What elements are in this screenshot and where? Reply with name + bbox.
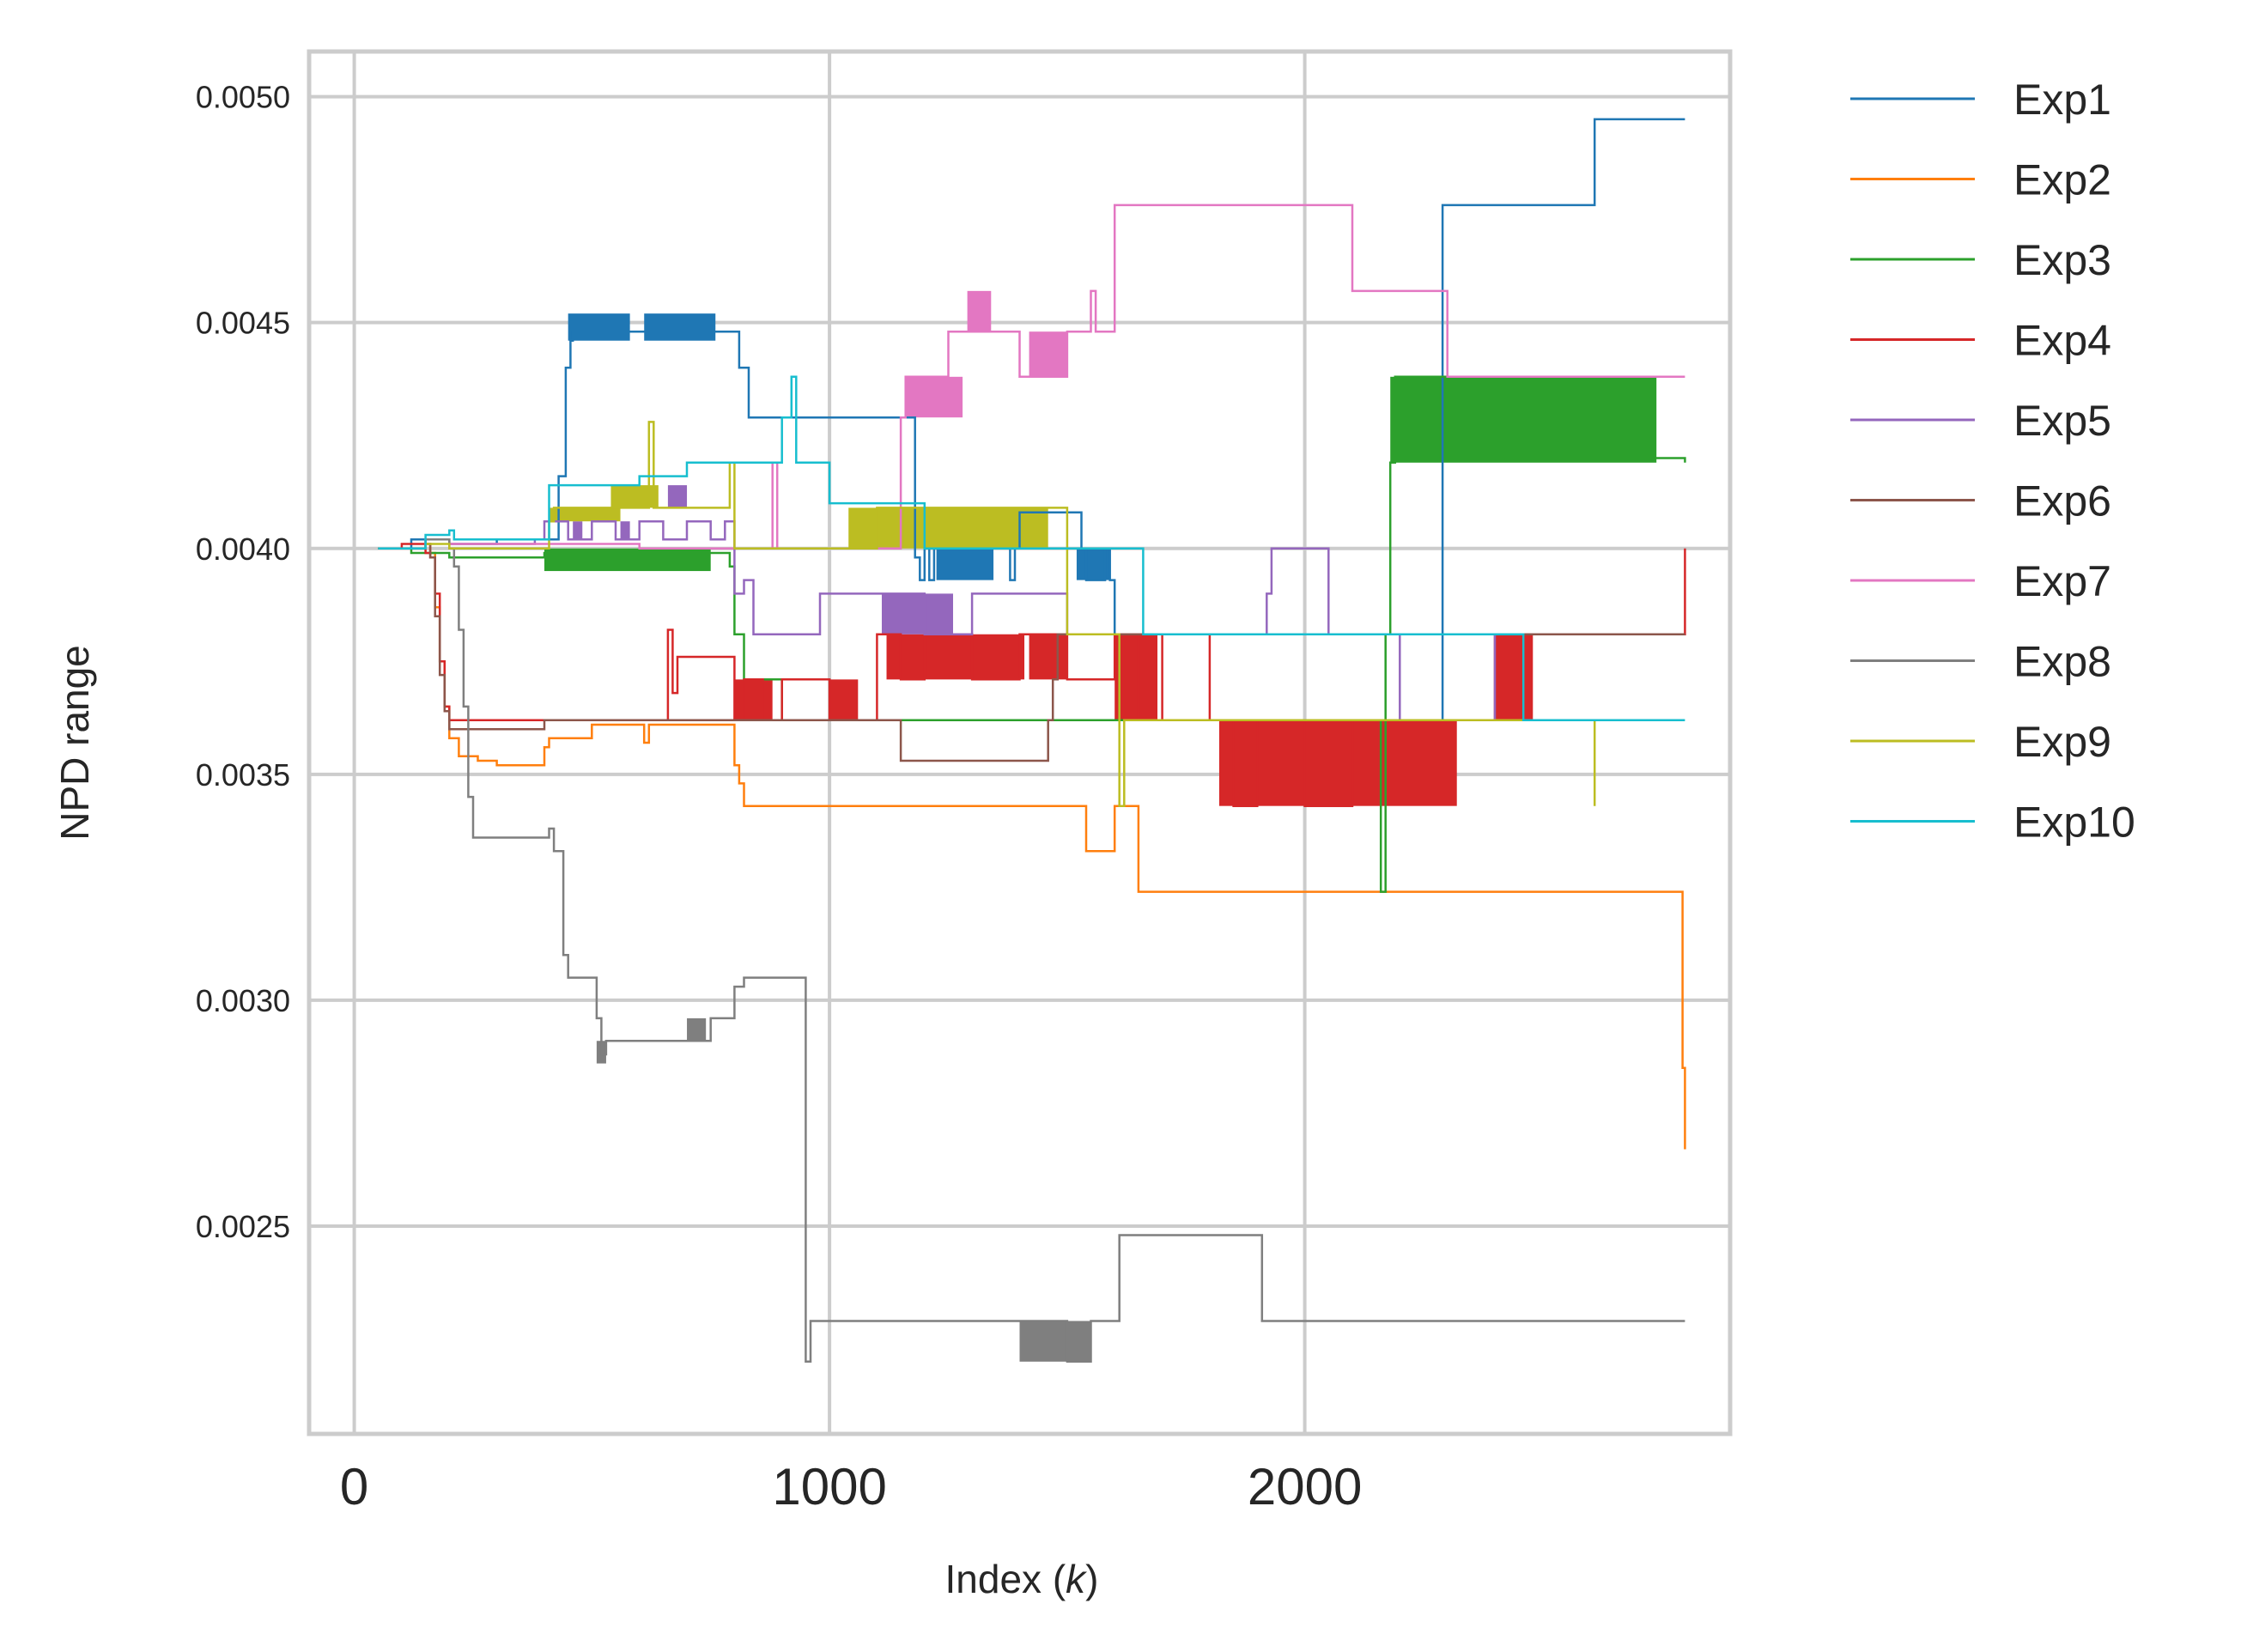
band-exp3-6 — [1390, 376, 1657, 463]
band-exp7-18 — [905, 376, 963, 418]
y-tick-label-3: 0.0040 — [196, 531, 290, 567]
band-exp9-26 — [848, 507, 1048, 549]
legend-label-exp1: Exp1 — [2013, 76, 2111, 124]
band-exp4-12 — [1218, 720, 1457, 806]
series-line-exp7 — [378, 203, 1685, 550]
band-exp5-16 — [667, 485, 688, 508]
band-exp4-9 — [886, 634, 1025, 680]
y-axis-label: NPD range — [52, 645, 97, 841]
y-tick-label-5: 0.0050 — [196, 80, 290, 115]
legend-label-exp8: Exp8 — [2013, 638, 2111, 686]
band-exp5-15 — [620, 521, 630, 540]
band-exp8-23 — [1019, 1321, 1091, 1362]
band-exp4-13 — [1495, 634, 1533, 720]
band-exp1-2 — [936, 548, 994, 580]
band-exp3-5 — [544, 548, 711, 572]
band-exp4-11 — [1114, 634, 1158, 720]
x-axis-label-close: ) — [1085, 1557, 1098, 1601]
series-lines — [378, 118, 1686, 1364]
plot-frame — [307, 49, 1733, 1436]
band-exp5-14 — [573, 521, 583, 540]
band-exp9-24 — [549, 507, 621, 522]
legend: Exp1 Exp2 Exp3 Exp4 Exp5 Exp6 Exp7 Exp8 Exp9 Exp1… — [1850, 76, 2135, 847]
y-tick-labels: 0.0025 0.0030 0.0035 0.0040 0.0045 0.0050 — [196, 80, 290, 1244]
y-tick-label-1: 0.0030 — [196, 983, 290, 1018]
legend-label-exp3: Exp3 — [2013, 236, 2111, 284]
x-tick-labels: 0 1000 2000 — [340, 1458, 1362, 1515]
band-exp9-25 — [610, 485, 659, 508]
series-bands — [544, 290, 1657, 1362]
x-tick-label-0: 0 — [340, 1458, 368, 1515]
legend-label-exp7: Exp7 — [2013, 557, 2111, 605]
band-exp7-19 — [967, 290, 992, 332]
series-line-exp5 — [378, 519, 1685, 721]
band-exp4-8 — [829, 679, 859, 720]
band-exp4-7 — [734, 679, 773, 720]
legend-label-exp6: Exp6 — [2013, 477, 2111, 525]
band-exp4-10 — [1029, 634, 1067, 680]
series-line-exp8 — [378, 538, 1685, 1364]
legend-label-exp10: Exp10 — [2013, 799, 2135, 847]
series-line-exp6 — [378, 543, 1685, 762]
y-tick-label-4: 0.0045 — [196, 306, 290, 341]
band-exp8-22 — [687, 1017, 707, 1042]
x-axis-label: Index (k) — [945, 1557, 1099, 1601]
band-exp1-1 — [644, 313, 716, 341]
y-tick-label-0: 0.0025 — [196, 1209, 290, 1244]
band-exp5-17 — [881, 593, 954, 635]
x-tick-label-2: 2000 — [1248, 1458, 1362, 1515]
x-axis-label-text: Index ( — [945, 1557, 1066, 1601]
legend-label-exp9: Exp9 — [2013, 718, 2111, 766]
band-exp1-0 — [568, 313, 630, 341]
legend-label-exp5: Exp5 — [2013, 397, 2111, 445]
y-tick-label-2: 0.0035 — [196, 757, 290, 793]
series-line-exp10 — [378, 375, 1685, 721]
legend-label-exp4: Exp4 — [2013, 317, 2111, 365]
legend-label-exp2: Exp2 — [2013, 156, 2111, 204]
x-tick-label-1: 1000 — [772, 1458, 886, 1515]
band-exp7-20 — [1029, 331, 1067, 377]
x-axis-label-var: k — [1066, 1557, 1087, 1601]
